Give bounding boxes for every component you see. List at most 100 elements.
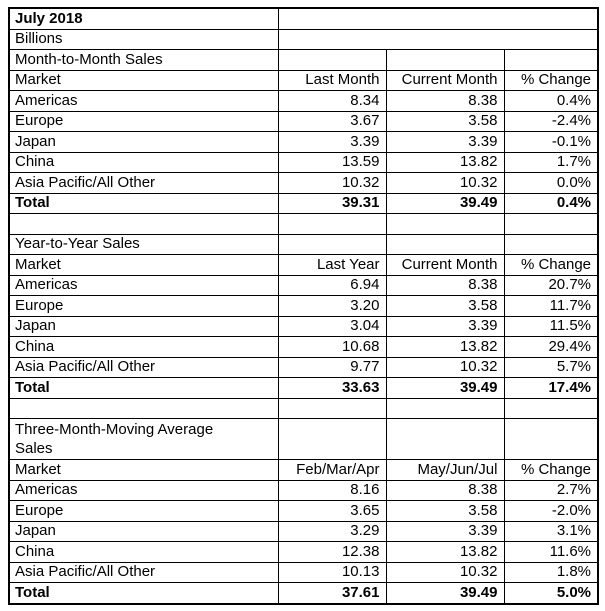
value-cell: 8.38 xyxy=(385,274,505,296)
empty-cell xyxy=(277,213,387,235)
column-header-pct-change: % Change xyxy=(503,459,599,481)
pct-cell: -0.1% xyxy=(503,131,599,153)
table-row: China 10.68 13.82 29.4% xyxy=(8,336,599,358)
value-cell: 10.32 xyxy=(385,561,505,583)
pct-cell: 2.7% xyxy=(503,479,599,501)
market-cell: Europe xyxy=(8,110,279,132)
empty-cell xyxy=(503,213,599,235)
table-row: Americas 8.16 8.38 2.7% xyxy=(8,479,599,501)
table-row: Asia Pacific/All Other 10.13 10.32 1.8% xyxy=(8,561,599,583)
empty-cell xyxy=(385,213,505,235)
table-row: China 12.38 13.82 11.6% xyxy=(8,541,599,563)
value-cell: 3.39 xyxy=(385,131,505,153)
table-row: July 2018 xyxy=(8,7,599,30)
column-header-pct-change: % Change xyxy=(503,69,599,91)
column-header-period2: Current Month xyxy=(385,69,505,91)
column-header-period2: Current Month xyxy=(385,254,505,276)
empty-cell xyxy=(385,49,505,71)
table-row: Europe 3.65 3.58 -2.0% xyxy=(8,500,599,522)
total-row: Total 37.61 39.49 5.0% xyxy=(8,582,599,604)
table-row: Americas 6.94 8.38 20.7% xyxy=(8,274,599,296)
market-cell: Americas xyxy=(8,90,279,112)
pct-cell: 11.6% xyxy=(503,541,599,563)
market-cell: Japan xyxy=(8,131,279,153)
market-cell: Europe xyxy=(8,295,279,317)
column-header-market: Market xyxy=(8,69,279,91)
section-title: Month-to-Month Sales xyxy=(8,49,279,71)
table-row: Europe 3.20 3.58 11.7% xyxy=(8,295,599,317)
table-row: Month-to-Month Sales xyxy=(8,49,599,71)
spacer-row xyxy=(8,397,599,419)
market-cell: Japan xyxy=(8,315,279,337)
units-label: Billions xyxy=(8,28,279,50)
empty-cell xyxy=(8,213,279,235)
empty-cell xyxy=(385,418,505,460)
total-pct-cell: 17.4% xyxy=(503,377,599,399)
table-row: Japan 3.29 3.39 3.1% xyxy=(8,520,599,542)
table-row: China 13.59 13.82 1.7% xyxy=(8,151,599,173)
value-cell: 3.39 xyxy=(277,131,387,153)
total-row: Total 39.31 39.49 0.4% xyxy=(8,192,599,214)
pct-cell: 3.1% xyxy=(503,520,599,542)
total-row: Total 33.63 39.49 17.4% xyxy=(8,377,599,399)
value-cell: 10.68 xyxy=(277,336,387,358)
pct-cell: 5.7% xyxy=(503,356,599,378)
market-cell: Asia Pacific/All Other xyxy=(8,561,279,583)
column-header-market: Market xyxy=(8,459,279,481)
value-cell: 13.82 xyxy=(385,541,505,563)
value-cell: 13.82 xyxy=(385,151,505,173)
column-header-period1: Feb/Mar/Apr xyxy=(277,459,387,481)
total-value-cell: 39.49 xyxy=(385,377,505,399)
table-row: Japan 3.04 3.39 11.5% xyxy=(8,315,599,337)
table-row: Three-Month-Moving Average Sales xyxy=(8,418,599,460)
total-label: Total xyxy=(8,377,279,399)
pct-cell: 1.8% xyxy=(503,561,599,583)
section-title-text: Three-Month-Moving Average Sales xyxy=(15,421,214,457)
column-header-period1: Last Month xyxy=(277,69,387,91)
column-header-period1: Last Year xyxy=(277,254,387,276)
pct-cell: 0.4% xyxy=(503,90,599,112)
value-cell: 6.94 xyxy=(277,274,387,296)
market-cell: Europe xyxy=(8,500,279,522)
value-cell: 3.39 xyxy=(385,315,505,337)
empty-cell xyxy=(277,49,387,71)
empty-cell xyxy=(277,418,387,460)
empty-cell xyxy=(8,397,279,419)
pct-cell: -2.4% xyxy=(503,110,599,132)
table-row: Market Last Year Current Month % Change xyxy=(8,254,599,276)
column-header-market: Market xyxy=(8,254,279,276)
total-value-cell: 39.49 xyxy=(385,192,505,214)
value-cell: 12.38 xyxy=(277,541,387,563)
value-cell: 13.59 xyxy=(277,151,387,173)
sales-report-table: July 2018 Billions Month-to-Month Sales … xyxy=(8,7,600,605)
table-row: Japan 3.39 3.39 -0.1% xyxy=(8,131,599,153)
empty-cell xyxy=(503,397,599,419)
value-cell: 3.20 xyxy=(277,295,387,317)
value-cell: 3.04 xyxy=(277,315,387,337)
pct-cell: 11.5% xyxy=(503,315,599,337)
market-cell: Asia Pacific/All Other xyxy=(8,172,279,194)
value-cell: 3.58 xyxy=(385,295,505,317)
empty-cell xyxy=(503,233,599,255)
section-title: Three-Month-Moving Average Sales xyxy=(8,418,279,460)
column-header-period2: May/Jun/Jul xyxy=(385,459,505,481)
value-cell: 9.77 xyxy=(277,356,387,378)
empty-cell xyxy=(503,418,599,460)
pct-cell: 11.7% xyxy=(503,295,599,317)
value-cell: 8.38 xyxy=(385,479,505,501)
market-cell: China xyxy=(8,541,279,563)
value-cell: 13.82 xyxy=(385,336,505,358)
total-value-cell: 37.61 xyxy=(277,582,387,604)
value-cell: 10.13 xyxy=(277,561,387,583)
value-cell: 10.32 xyxy=(277,172,387,194)
pct-cell: 20.7% xyxy=(503,274,599,296)
market-cell: Americas xyxy=(8,479,279,501)
table-row: Americas 8.34 8.38 0.4% xyxy=(8,90,599,112)
empty-cell xyxy=(385,233,505,255)
market-cell: Americas xyxy=(8,274,279,296)
report-title: July 2018 xyxy=(8,7,279,30)
market-cell: China xyxy=(8,336,279,358)
pct-cell: -2.0% xyxy=(503,500,599,522)
value-cell: 3.29 xyxy=(277,520,387,542)
